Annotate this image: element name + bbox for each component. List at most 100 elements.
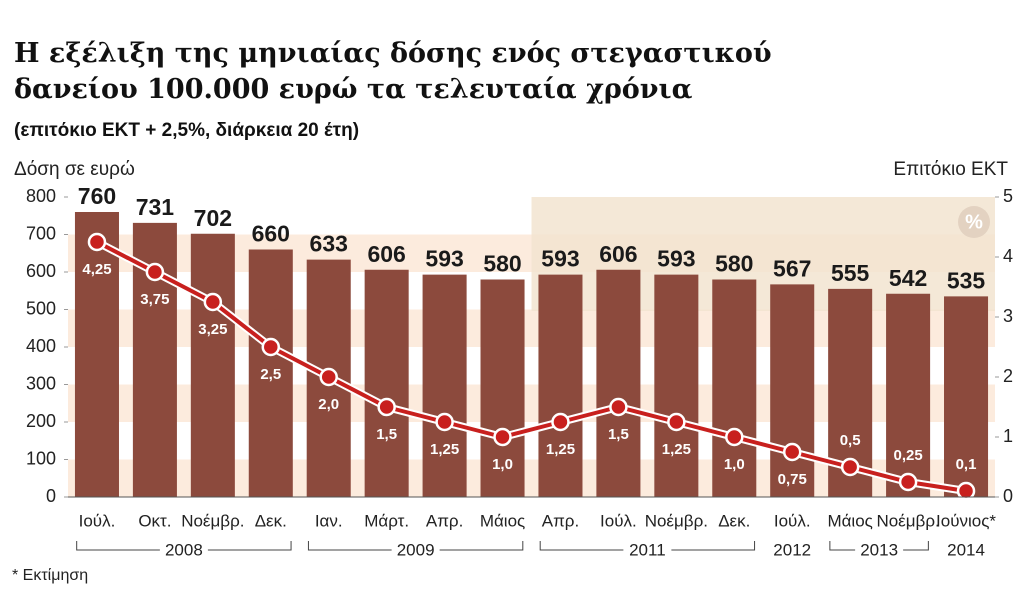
y2-tick-label: 4 [1003,246,1013,266]
bar-value-label: 567 [773,255,811,281]
bar-value-label: 731 [136,194,175,220]
y2-tick-label: 5 [1003,186,1013,206]
x-tick-label: Νοέμβρ. [876,511,939,530]
bar [654,274,699,497]
y2-tick-label: 2 [1003,366,1013,386]
point [435,412,454,432]
point [725,427,744,447]
point [377,397,396,417]
bar-value-label: 542 [889,265,927,291]
point [87,232,107,252]
year-label: 2012 [773,540,811,559]
y2-tick-label: 0 [1003,486,1013,506]
point-label: 1,5 [608,426,629,443]
bar [886,293,931,497]
y-tick-label: 300 [26,373,56,393]
y-tick-label: 800 [26,186,56,206]
line [96,240,967,493]
point-label: 3,25 [198,321,227,338]
y2-unit: % [965,211,983,233]
point-label: 2,5 [260,366,281,383]
chart-title: δανείου 100.000 ευρώ τα τελευταία χρόνια [14,74,693,105]
point-label: 0,75 [778,471,807,488]
year-label: 2014 [947,540,985,559]
point-label: 3,75 [140,291,169,308]
bar-value-label: 760 [78,183,116,209]
point-label: 0,25 [893,447,922,464]
point-label: 0,1 [956,456,977,473]
y-tick-label: 600 [26,261,56,281]
point-label: 1,0 [724,456,745,473]
x-tick-label: Ιούλ. [774,511,811,530]
point-label: 1,25 [546,441,575,458]
bar [596,269,641,497]
chart-title: Η εξέλιξη της μηνιαίας δόσης ενός στεγασ… [14,38,772,69]
bar-value-label: 593 [541,246,579,272]
bar [770,284,815,497]
year-label: 2013 [860,540,898,559]
y2-axis-title: Επιτόκιο ΕΚΤ [893,159,1008,180]
x-tick-label: Μάρτ. [364,511,409,530]
x-tick-label: Απρ. [426,511,463,530]
year-label: 2011 [629,540,666,559]
point-label: 1,0 [492,456,513,473]
y-tick-label: 700 [26,223,56,243]
bar-value-label: 702 [194,205,232,231]
point [203,292,223,312]
x-tick-label: Μάιος [480,511,525,530]
point [956,481,976,501]
y-tick-label: 0 [46,486,56,506]
bar [422,274,467,497]
bar [944,296,989,497]
point [667,412,686,432]
bar-value-label: 593 [425,246,463,272]
bar-value-label: 606 [367,241,405,267]
year-label: 2009 [397,540,435,559]
footnote: * Εκτίμηση [12,567,88,584]
y-tick-label: 500 [26,298,56,318]
bar-value-label: 660 [252,221,290,247]
year-gap [391,542,440,558]
point-label: 1,25 [662,441,691,458]
bar-value-label: 633 [310,231,348,257]
point-label: 1,5 [376,426,397,443]
point [898,472,918,492]
bar-value-label: 580 [483,251,521,277]
point [319,367,338,387]
x-tick-label: Μάιος [827,511,872,530]
bar [538,274,583,497]
x-tick-label: Δεκ. [718,511,750,530]
x-tick-label: Ιούλ. [600,511,637,530]
point-label: 2,0 [318,396,339,413]
year-gap [623,542,672,558]
point-label: 0,5 [840,432,861,449]
x-tick-label: Ιούλ. [79,511,116,530]
point [551,412,570,432]
x-tick-label: Νοέμβρ. [181,511,244,530]
y-axis-title: Δόση σε ευρώ [14,159,135,180]
year-gap [159,542,208,558]
x-tick-label: Ιαν. [315,511,343,530]
bar-value-label: 593 [657,246,695,272]
bar-value-label: 580 [715,251,753,277]
year-label: 2008 [165,540,203,559]
point [609,397,628,417]
x-tick-label: Οκτ. [138,511,171,530]
chart-subtitle: (επιτόκιο ΕΚΤ + 2,5%, διάρκεια 20 έτη) [14,120,359,141]
point [782,442,802,462]
bar [190,233,235,497]
bar [712,279,757,497]
point [145,262,165,282]
bar [248,249,293,497]
y-tick-label: 200 [26,411,56,431]
bar [364,269,409,497]
y2-tick-label: 1 [1003,426,1013,446]
bar [480,279,525,497]
point [493,427,512,447]
bar-value-label: 606 [599,241,637,267]
x-tick-label: Ιούνιος* [936,511,996,530]
point [840,457,860,477]
bar [74,212,119,497]
bar-value-label: 535 [947,267,986,293]
